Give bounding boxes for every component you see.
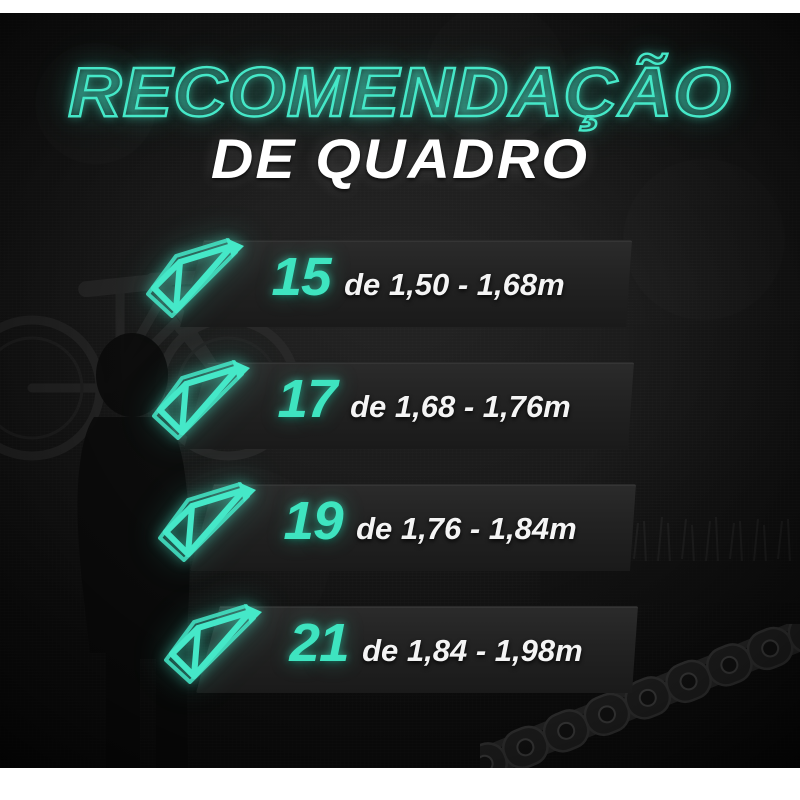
height-range-value: de 1,76 - 1,84m [356, 511, 577, 546]
row-bar [196, 606, 638, 693]
height-range-value: de 1,50 - 1,68m [344, 267, 565, 302]
list-item: 21 de 1,84 - 1,98m [0, 594, 800, 716]
list-item: 17 de 1,68 - 1,76m [0, 350, 800, 472]
frame-size-value: 17 [277, 369, 337, 429]
page-title: RECOMENDAÇÃO [67, 53, 733, 131]
row-text: 17 de 1,68 - 1,76m [277, 369, 571, 429]
height-range-value: de 1,68 - 1,76m [350, 389, 571, 424]
bike-frame-icon [152, 360, 250, 440]
frame-size-value: 21 [289, 613, 349, 673]
frame-size-value: 15 [271, 247, 331, 307]
frame-size-value: 19 [283, 491, 343, 551]
row-text: 19 de 1,76 - 1,84m [283, 491, 577, 551]
row-bar [190, 484, 636, 571]
poster-heading: RECOMENDAÇÃO DE QUADRO [0, 53, 800, 190]
list-item: 15 de 1,50 - 1,68m [0, 228, 800, 350]
row-bar [184, 362, 634, 449]
frame-size-list: 15 de 1,50 - 1,68m [0, 228, 800, 716]
bike-frame-icon [146, 238, 244, 318]
list-item: 19 de 1,76 - 1,84m [0, 472, 800, 594]
row-text: 21 de 1,84 - 1,98m [289, 613, 583, 673]
row-bar [180, 240, 632, 327]
page-subtitle: DE QUADRO [210, 127, 590, 190]
bike-frame-icon [158, 482, 256, 562]
poster-canvas: RECOMENDAÇÃO DE QUADRO [0, 13, 800, 768]
height-range-value: de 1,84 - 1,98m [362, 633, 583, 668]
bike-frame-icon [164, 604, 262, 684]
row-text: 15 de 1,50 - 1,68m [271, 247, 565, 307]
